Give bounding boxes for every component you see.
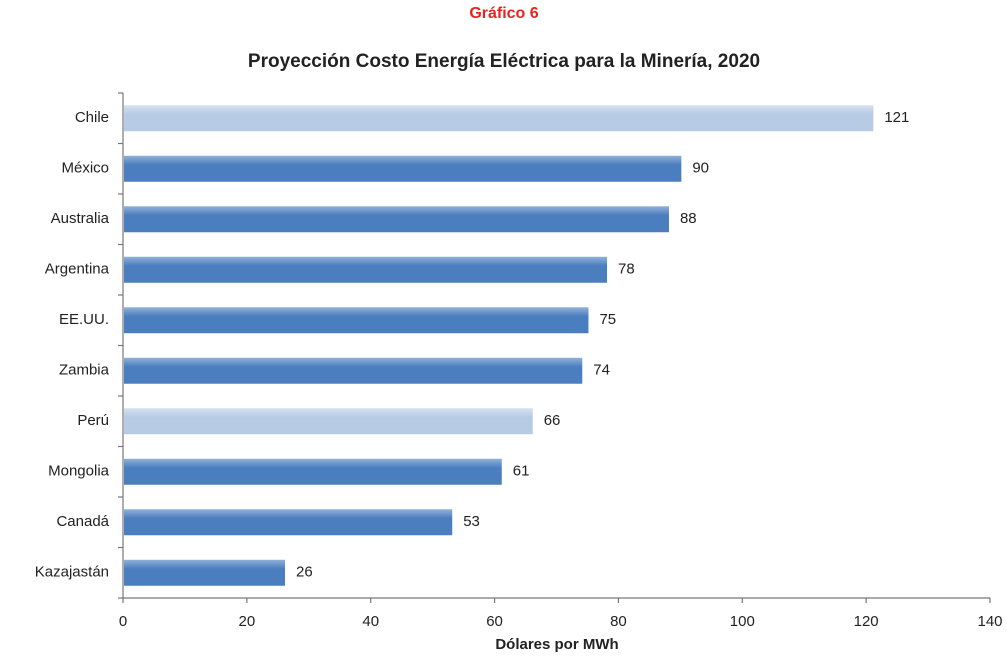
data-label: 90 [692,160,709,177]
x-tick-label: 20 [239,613,256,630]
bar [124,509,453,536]
bar [124,408,533,435]
chart-kicker: Gráfico 6 [469,5,538,22]
y-tick-label: Chile [75,109,109,126]
data-label: 121 [884,109,909,126]
x-tick-label: 0 [119,613,127,630]
x-tick-label: 120 [854,613,879,630]
bar [124,155,682,182]
x-tick-label: 100 [730,613,755,630]
x-tick-label: 60 [486,613,503,630]
x-tick-label: 80 [610,613,627,630]
data-label: 61 [513,463,530,480]
bar [124,105,874,132]
bar [124,458,502,485]
y-tick-label: Australia [51,210,110,227]
data-label: 74 [593,362,610,379]
data-label: 88 [680,210,697,227]
bar [124,307,589,334]
bar [124,256,608,283]
chart-title: Proyección Costo Energía Eléctrica para … [248,51,760,72]
y-tick-label: Zambia [59,362,110,379]
y-tick-label: Canadá [56,513,109,530]
x-tick-label: 140 [977,613,1002,630]
x-axis-label: Dólares por MWh [495,636,618,653]
bar [124,357,583,384]
bar [124,559,286,586]
x-tick-label: 40 [362,613,379,630]
y-tick-label: Mongolia [48,463,110,480]
data-label: 78 [618,261,635,278]
data-label: 53 [463,513,480,530]
y-tick-label: Argentina [45,261,110,278]
data-label: 75 [599,311,616,328]
y-tick-label: México [61,160,109,177]
data-label: 26 [296,564,313,581]
bar [124,206,669,233]
y-tick-label: Perú [77,412,109,429]
y-tick-label: EE.UU. [59,311,109,328]
data-label: 66 [544,412,561,429]
y-tick-label: Kazajastán [35,564,109,581]
